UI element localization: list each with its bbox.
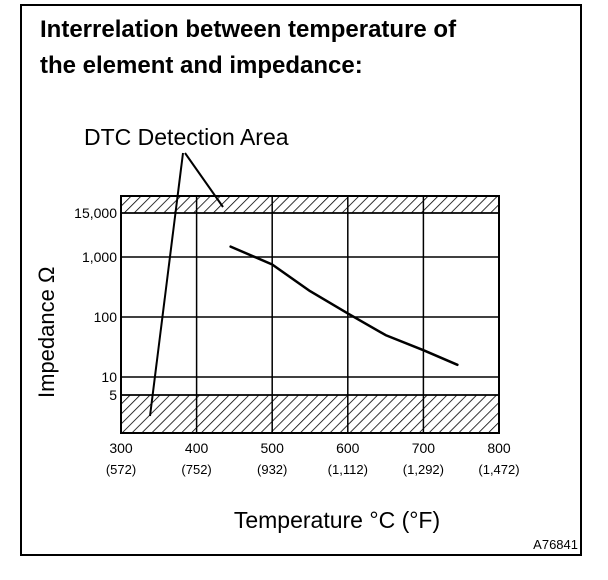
detection-area-bottom: [120, 394, 500, 434]
y-tick-label: 1,000: [82, 249, 117, 265]
figure-id: A76841: [533, 537, 578, 552]
annotation-leader-bottom: [149, 152, 184, 417]
x-tick-label-c: 400: [185, 440, 209, 456]
x-tick-label-c: 300: [109, 440, 133, 456]
annotation-leader-top: [184, 152, 224, 208]
detection-area-label: DTC Detection Area: [84, 124, 289, 150]
y-tick-label: 100: [94, 309, 118, 325]
figure-title: Interrelation between temperature of the…: [40, 12, 560, 84]
y-tick-label: 15,000: [74, 205, 117, 221]
x-tick-label-f: (932): [257, 462, 287, 477]
x-tick-label-c: 600: [336, 440, 360, 456]
title-line-2: the element and impedance:: [40, 52, 363, 79]
impedance-curve: [229, 245, 459, 367]
title-line-1: Interrelation between temperature of: [40, 16, 457, 43]
figure-frame: [20, 4, 582, 556]
x-tick-label-f: (1,112): [328, 462, 368, 477]
plot-border: [120, 195, 500, 434]
x-tick-label-f: (572): [106, 462, 136, 477]
x-tick-label-c: 800: [487, 440, 511, 456]
x-tick-label-c: 700: [412, 440, 436, 456]
x-tick-labels: 300 (572) 400 (752) 500 (932) 600 (1,112) 700 (1,…: [106, 440, 520, 477]
y-tick-label: 5: [109, 387, 117, 403]
x-tick-label-c: 500: [261, 440, 285, 456]
x-axis-label: Temperature °C (°F): [234, 507, 440, 533]
y-tick-label: 10: [101, 369, 117, 385]
x-tick-label-f: (1,292): [403, 462, 444, 477]
horizontal-grid: [121, 212, 499, 396]
y-axis-label: Impedance Ω: [34, 267, 59, 398]
y-tick-labels: 15,000 1,000 100 10 5: [74, 205, 117, 403]
x-tick-label-f: (1,472): [478, 462, 519, 477]
x-tick-label-f: (752): [181, 462, 211, 477]
